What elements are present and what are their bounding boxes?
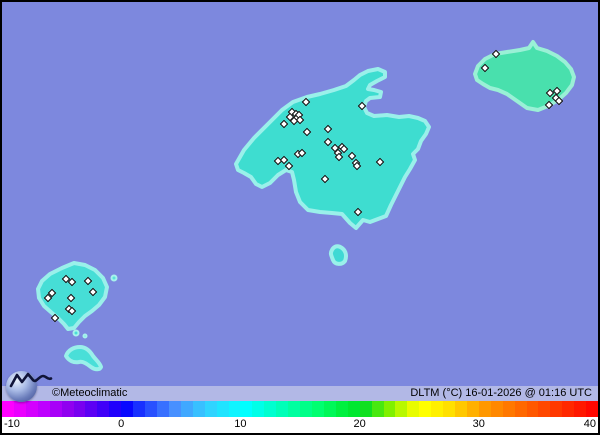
- scale-tick-label: 20: [353, 418, 366, 430]
- scale-color-segment: [61, 401, 74, 417]
- scale-color-segment: [431, 401, 444, 417]
- scale-color-segment: [502, 401, 515, 417]
- scale-color-segment: [109, 401, 122, 417]
- scale-color-segment: [121, 401, 134, 417]
- status-bar: ©Meteoclimatic DLTM (°C) 16-01-2026 @ 01…: [2, 386, 598, 401]
- datetime-label: DLTM (°C) 16-01-2026 @ 01:16 UTC: [410, 387, 592, 399]
- scale-color-segment: [192, 401, 205, 417]
- scale-color-segment: [407, 401, 420, 417]
- scale-color-segment: [514, 401, 527, 417]
- scale-color-segment: [145, 401, 157, 417]
- scale-color-segment: [335, 401, 348, 417]
- scale-color-segment: [204, 401, 217, 417]
- scale-color-segment: [562, 401, 575, 417]
- scale-color-segment: [73, 401, 86, 417]
- scale-color-segment: [276, 401, 289, 417]
- copyright-label: ©Meteoclimatic: [52, 387, 128, 399]
- scale-color-segment: [37, 401, 50, 417]
- scale-color-segment: [466, 401, 479, 417]
- islands-layer: [36, 40, 576, 372]
- scale-color-segment: [49, 401, 62, 417]
- scale-color-segment: [586, 401, 598, 417]
- scale-color-segment: [97, 401, 110, 417]
- scale-tick-label: 40: [583, 418, 596, 430]
- scale-color-segment: [288, 401, 301, 417]
- scale-color-segment: [85, 401, 98, 417]
- scale-color-segment: [180, 401, 193, 417]
- scale-color-segment: [455, 401, 467, 417]
- map-area: [2, 2, 598, 386]
- meteoclimatic-logo: [6, 368, 56, 406]
- scale-color-segment: [25, 401, 38, 417]
- scale-color-segment: [574, 401, 587, 417]
- scale-tick-label: 30: [472, 418, 485, 430]
- scale-color-segment: [526, 401, 539, 417]
- scale-color-segment: [443, 401, 456, 417]
- scale-color-segment: [133, 401, 146, 417]
- scale-color-segment: [264, 401, 277, 417]
- scale-color-segment: [252, 401, 265, 417]
- islet-s-ibiza-2: [82, 333, 88, 339]
- temperature-scale-bar: [2, 401, 598, 417]
- scale-color-segment: [538, 401, 551, 417]
- scale-tick-label: 10: [234, 418, 247, 430]
- island-cabrera: [328, 244, 348, 266]
- scale-color-segment: [371, 401, 384, 417]
- scale-color-segment: [395, 401, 408, 417]
- scale-tick-label: -10: [4, 418, 20, 430]
- scale-tick-labels: -10 0 10 20 30 40: [2, 417, 598, 433]
- scale-color-segment: [216, 401, 229, 417]
- island-formentera: [64, 345, 103, 372]
- scale-color-segment: [168, 401, 181, 417]
- scale-color-segment: [490, 401, 503, 417]
- scale-color-segment: [156, 401, 169, 417]
- scale-color-segment: [550, 401, 563, 417]
- scale-tick-label: 0: [118, 418, 125, 430]
- scale-color-segment: [2, 401, 14, 417]
- scale-color-segment: [13, 401, 26, 417]
- scale-color-segment: [240, 401, 253, 417]
- islet-ne-ibiza: [110, 274, 118, 282]
- islet-s-ibiza-1: [72, 329, 80, 337]
- logo-wave-icon: [9, 372, 53, 388]
- scale-color-segment: [478, 401, 491, 417]
- scale-color-segment: [300, 401, 312, 417]
- scale-color-segment: [311, 401, 324, 417]
- scale-color-segment: [359, 401, 372, 417]
- scale-color-segment: [228, 401, 241, 417]
- scale-color-segment: [323, 401, 336, 417]
- scale-color-segment: [419, 401, 432, 417]
- scale-color-segment: [383, 401, 396, 417]
- scale-color-segment: [347, 401, 360, 417]
